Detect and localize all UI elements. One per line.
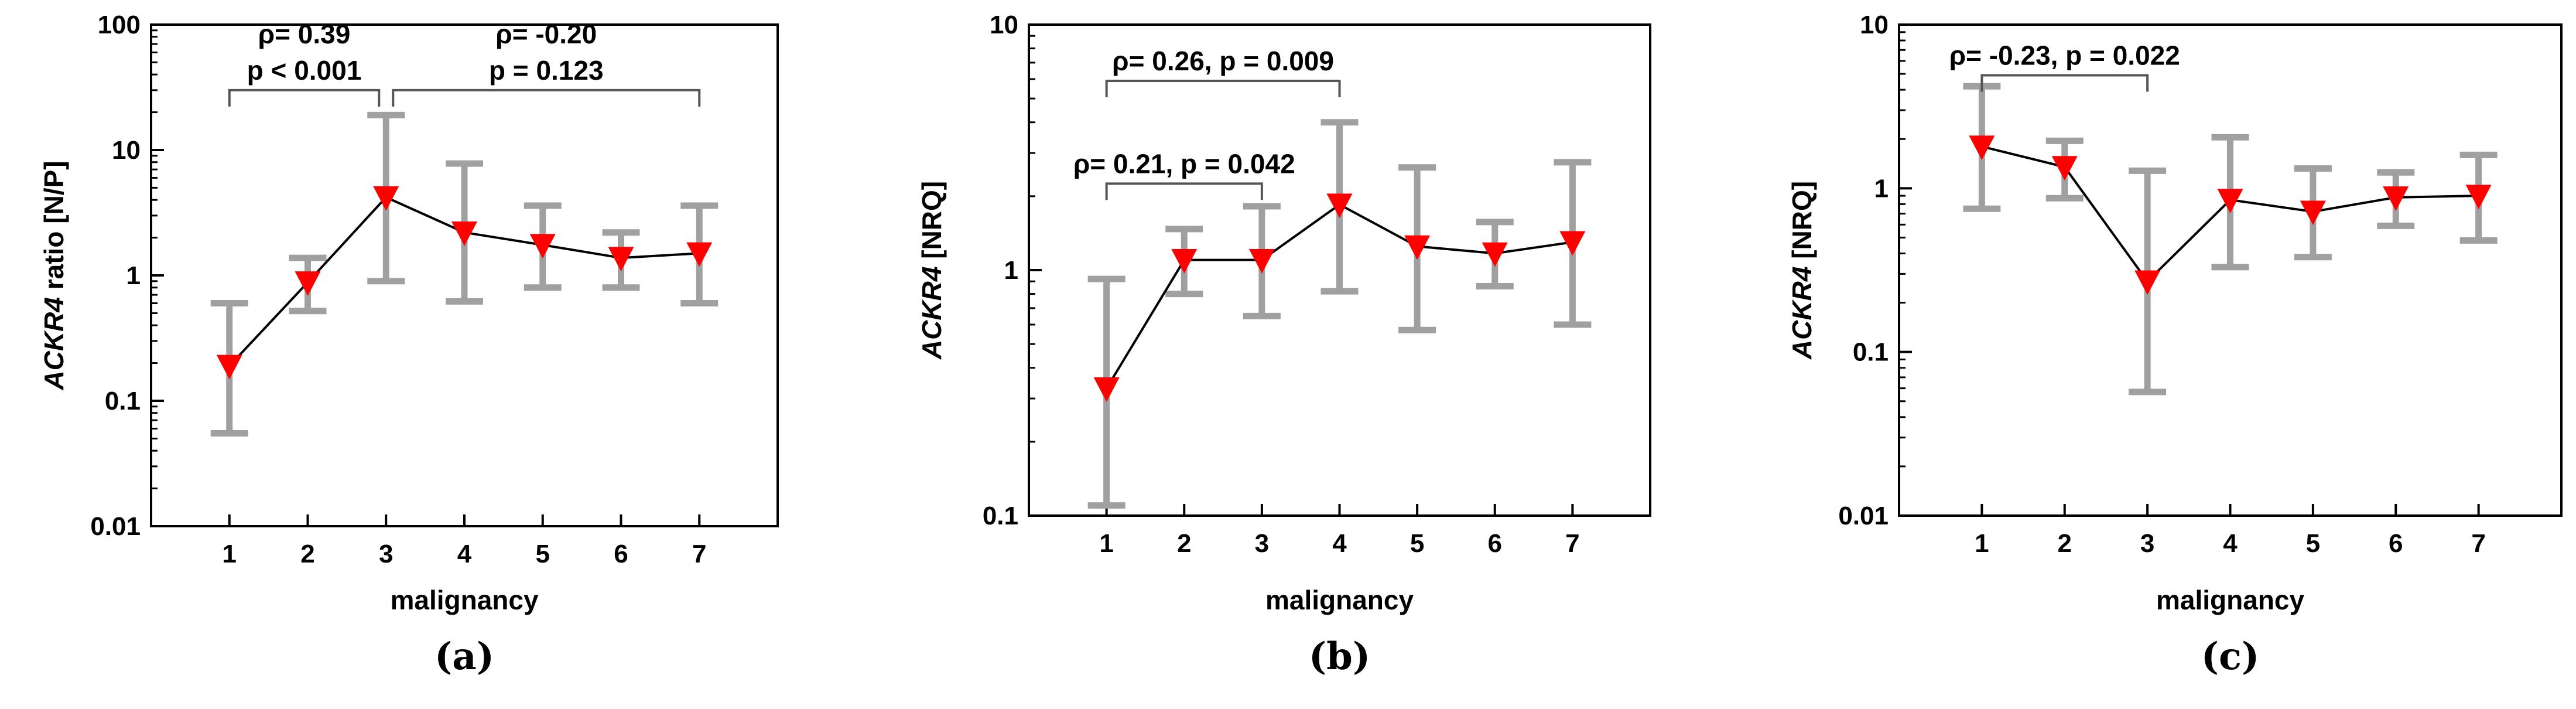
data-point: [2383, 186, 2409, 211]
significance-bracket: [228, 88, 381, 107]
x-tick-label: 3: [379, 540, 393, 568]
y-tick-label: 0.1: [1853, 338, 1889, 367]
y-axis-unit: [NRQ]: [916, 181, 947, 259]
data-point: [2300, 200, 2326, 226]
data-point: [216, 354, 242, 380]
x-tick-label: 2: [2058, 529, 2072, 558]
data-point: [1559, 231, 1586, 256]
y-axis-gap: [916, 259, 947, 267]
data-point: [2051, 156, 2078, 181]
y-axis-label: ACKR4 [NRQ]: [1787, 181, 1817, 360]
x-tick-label: 4: [457, 540, 472, 568]
x-axis-label: malignancy: [390, 585, 539, 615]
x-tick-label: 6: [614, 540, 628, 568]
y-tick-label: 100: [98, 11, 141, 39]
x-tick-label: 7: [1565, 529, 1579, 558]
annotation-text: ρ= 0.21, p = 0.042: [1073, 148, 1295, 179]
y-axis-gene: ACKR4: [39, 297, 69, 390]
x-axis-label: malignancy: [1265, 585, 1414, 615]
x-tick-label: 2: [300, 540, 314, 568]
x-tick-label: 1: [1099, 529, 1113, 558]
x-tick-label: 5: [536, 540, 550, 568]
y-axis-gap: [39, 289, 69, 297]
x-tick-label: 7: [2471, 529, 2485, 558]
x-tick-label: 4: [1332, 529, 1347, 558]
data-point: [1404, 235, 1431, 260]
x-tick-label: 4: [2223, 529, 2238, 558]
data-point: [451, 221, 477, 246]
x-tick-label: 7: [692, 540, 706, 568]
y-tick-label: 0.01: [1838, 502, 1889, 530]
data-point: [686, 242, 713, 267]
data-point: [1482, 242, 1508, 267]
x-tick-label: 6: [2389, 529, 2403, 558]
significance-bracket: [1105, 80, 1341, 98]
panel-label: (a): [435, 635, 494, 679]
y-axis-label: ACKR4 [NRQ]: [916, 181, 947, 360]
significance-bracket: [1980, 74, 2149, 92]
y-axis-label: ACKR4 ratio [N/P]: [39, 161, 69, 390]
x-tick-label: 3: [1255, 529, 1269, 558]
data-point: [1969, 135, 1995, 161]
data-point: [1093, 377, 1120, 402]
panel-b: 0.1 1 10 1 2 3 4 5 6 7 malignancy ACKR4 [NRQ] ρ= 0.2…: [916, 11, 1651, 679]
data-point: [2217, 189, 2243, 214]
data-point: [1326, 193, 1353, 219]
x-tick-label: 1: [223, 540, 237, 568]
y-tick-label: 10: [1860, 11, 1889, 39]
y-tick-label: 1: [1004, 256, 1018, 285]
x-tick-label: 3: [2140, 529, 2154, 558]
y-tick-label: 10: [112, 136, 141, 165]
x-tick-label: 6: [1488, 529, 1502, 558]
x-tick-label: 1: [1975, 529, 1989, 558]
annotation-text: ρ= 0.39: [258, 19, 351, 49]
y-axis-gap: [1787, 259, 1817, 267]
data-point: [2465, 185, 2492, 210]
annotation-text: ρ= 0.26, p = 0.009: [1112, 46, 1334, 76]
data-point: [1171, 248, 1198, 274]
y-axis-gene: ACKR4: [916, 267, 947, 360]
data-point: [295, 271, 321, 296]
panel-label: (b): [1309, 635, 1370, 679]
data-point: [529, 234, 556, 259]
x-tick-label: 2: [1177, 529, 1191, 558]
panel-label: (c): [2201, 635, 2260, 679]
y-tick-label: 1: [126, 261, 141, 290]
x-tick-label: 5: [2306, 529, 2320, 558]
y-tick-label: 0.1: [983, 502, 1018, 530]
annotation-text: p < 0.001: [247, 55, 362, 86]
significance-bracket: [1105, 182, 1263, 200]
panel-a: 0.01 0.1 1 10 100 1 2 3 4 5 6 7 malignancy ACKR4 rati…: [39, 11, 779, 679]
y-axis-unit: ratio [N/P]: [39, 161, 69, 289]
annotation-text: ρ= -0.20: [495, 19, 597, 49]
y-axis-unit: [NRQ]: [1787, 181, 1817, 259]
data-point: [1248, 248, 1275, 274]
significance-bracket: [392, 88, 701, 107]
x-tick-label: 5: [1410, 529, 1424, 558]
annotation-text: ρ= -0.23, p = 0.022: [1949, 40, 2180, 71]
annotation-text: p = 0.123: [489, 55, 604, 86]
y-axis-gene: ACKR4: [1787, 267, 1817, 360]
data-point: [2134, 270, 2161, 295]
y-tick-label: 0.01: [90, 512, 141, 541]
x-axis-label: malignancy: [2156, 585, 2305, 615]
data-point: [608, 247, 634, 272]
data-point: [373, 186, 399, 211]
y-tick-label: 10: [990, 11, 1018, 39]
y-tick-label: 0.1: [105, 387, 141, 415]
y-tick-label: 1: [1874, 174, 1889, 203]
panel-c: 0.01 0.1 1 10 1 2 3 4 5 6 7 malignancy ACKR4 [NRQ] ρ=…: [1787, 11, 2563, 679]
